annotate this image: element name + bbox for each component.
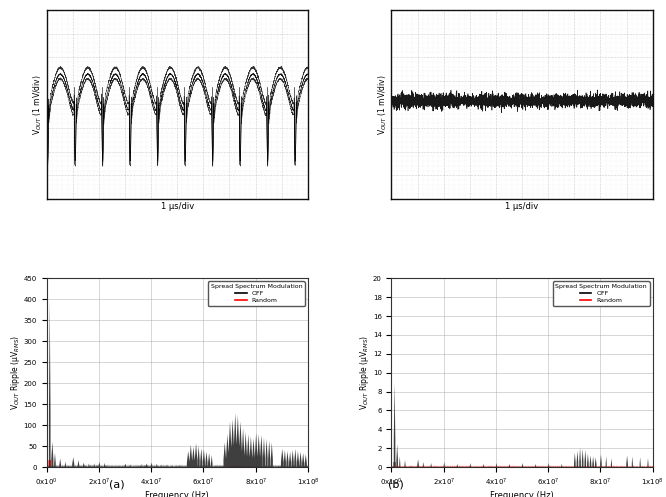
X-axis label: Frequency (Hz): Frequency (Hz) (145, 491, 209, 497)
Y-axis label: V$_{OUT}$ Ripple (μV$_{RMS}$): V$_{OUT}$ Ripple (μV$_{RMS}$) (9, 335, 22, 410)
Text: (b): (b) (388, 480, 404, 490)
Legend: OFF, Random: OFF, Random (208, 281, 305, 306)
X-axis label: Frequency (Hz): Frequency (Hz) (490, 491, 554, 497)
Y-axis label: V$_{OUT}$ (1 mV/div): V$_{OUT}$ (1 mV/div) (31, 74, 44, 135)
X-axis label: 1 μs/div: 1 μs/div (161, 202, 194, 211)
Y-axis label: V$_{OUT}$ (1 mV/div): V$_{OUT}$ (1 mV/div) (376, 74, 389, 135)
Legend: OFF, Random: OFF, Random (553, 281, 649, 306)
X-axis label: 1 μs/div: 1 μs/div (505, 202, 539, 211)
Y-axis label: V$_{OUT}$ Ripple (μV$_{RMS}$): V$_{OUT}$ Ripple (μV$_{RMS}$) (358, 335, 372, 410)
Text: (a): (a) (109, 480, 125, 490)
